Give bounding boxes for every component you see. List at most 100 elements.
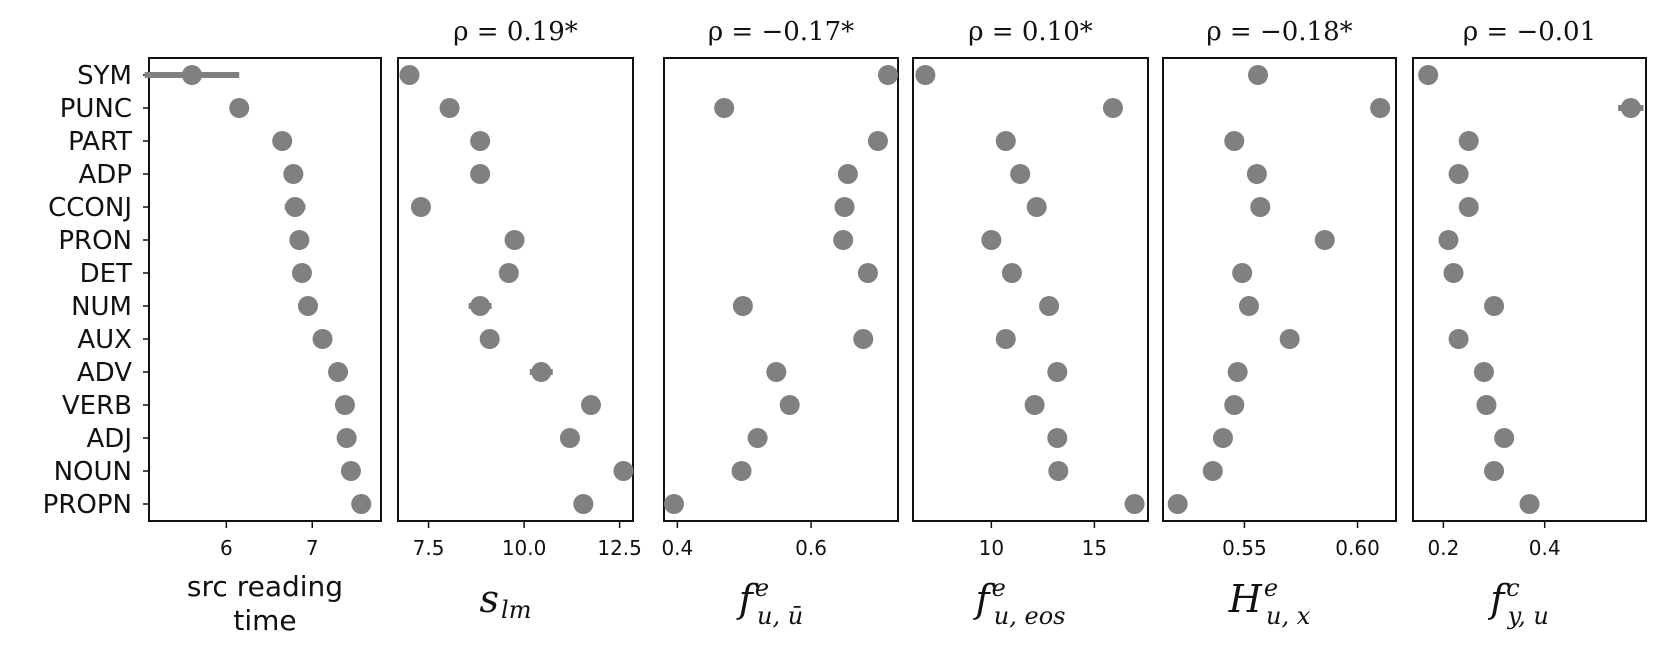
point-verb: [1024, 395, 1045, 415]
point-det: [498, 263, 519, 283]
category-label-noun: NOUN: [54, 457, 132, 487]
rho-annotation: ρ = 0.19*: [453, 17, 578, 47]
x-tick-label: 0.4: [1529, 536, 1561, 560]
category-label-aux: AUX: [77, 325, 132, 355]
point-pron: [504, 230, 525, 250]
x-tick-label: 6: [220, 536, 233, 560]
point-cconj: [285, 197, 306, 217]
point-det: [857, 263, 878, 283]
point-sym: [181, 65, 202, 85]
point-adj: [1494, 428, 1515, 448]
category-label-sym: SYM: [77, 61, 132, 91]
category-label-punc: PUNC: [60, 94, 132, 124]
category-label-part: PART: [68, 127, 132, 157]
point-cconj: [1458, 197, 1479, 217]
point-num: [1039, 296, 1060, 316]
point-propn: [351, 494, 372, 514]
point-propn: [573, 494, 594, 514]
point-noun: [613, 461, 634, 481]
point-cconj: [1250, 197, 1271, 217]
category-label-adp: ADP: [79, 160, 133, 190]
point-noun: [731, 461, 752, 481]
point-adj: [559, 428, 580, 448]
panel-frame: [663, 57, 899, 522]
point-adj: [1212, 428, 1233, 448]
point-aux: [995, 329, 1016, 349]
point-propn: [1124, 494, 1145, 514]
point-det: [1232, 263, 1253, 283]
point-adv: [1473, 362, 1494, 382]
panel-f-e-u-eos: 10 15 ρ = 0.10* fe u, eos: [912, 17, 1149, 630]
point-adj: [1047, 428, 1068, 448]
point-adp: [283, 164, 304, 184]
category-label-propn: PROPN: [43, 490, 132, 520]
point-det: [291, 263, 312, 283]
x-tick-label: 0.2: [1427, 536, 1459, 560]
x-axis-label: slm: [480, 577, 532, 624]
point-adj: [336, 428, 357, 448]
point-verb: [580, 395, 601, 415]
x-tick-label: 10.0: [502, 536, 547, 560]
point-verb: [779, 395, 800, 415]
point-propn: [664, 494, 685, 514]
point-adv: [531, 362, 552, 382]
point-verb: [1476, 395, 1497, 415]
x-axis-label: fe u, eos: [973, 574, 1066, 630]
rho-annotation: ρ = −0.17*: [708, 17, 854, 47]
point-punc: [1370, 98, 1391, 118]
point-pron: [981, 230, 1002, 250]
point-part: [867, 131, 888, 151]
x-tick-label: 0.6: [795, 536, 827, 560]
x-tick-label: 0.55: [1222, 536, 1267, 560]
point-adp: [1010, 164, 1031, 184]
rho-annotation: ρ = 0.10*: [968, 17, 1093, 47]
point-num: [1484, 296, 1505, 316]
x-tick-label: 0.60: [1335, 536, 1380, 560]
point-sym: [399, 65, 420, 85]
rho-annotation: ρ = −0.01: [1463, 17, 1596, 47]
point-adj: [747, 428, 768, 448]
point-pron: [833, 230, 854, 250]
point-sym: [877, 65, 898, 85]
point-sym: [1418, 65, 1439, 85]
point-propn: [1519, 494, 1540, 514]
point-aux: [312, 329, 333, 349]
point-num: [297, 296, 318, 316]
x-axis-label: fc y, u: [1487, 574, 1549, 630]
point-adv: [328, 362, 349, 382]
x-tick-label: 7: [306, 536, 319, 560]
category-label-num: NUM: [71, 292, 132, 322]
point-aux: [853, 329, 874, 349]
point-adp: [470, 164, 491, 184]
rho-annotation: ρ = −0.18*: [1206, 17, 1352, 47]
point-det: [1443, 263, 1464, 283]
point-noun: [340, 461, 361, 481]
point-propn: [1167, 494, 1188, 514]
point-part: [995, 131, 1016, 151]
x-tick-label: 0.4: [661, 536, 693, 560]
point-verb: [1224, 395, 1245, 415]
category-label-adj: ADJ: [87, 424, 132, 454]
point-part: [272, 131, 293, 151]
panel-frame: [1162, 57, 1397, 522]
x-axis-label: src reading time: [187, 570, 343, 637]
panel-src-reading-time: 6 7 src reading time: [144, 57, 382, 637]
x-tick-label: 12.5: [597, 536, 642, 560]
point-pron: [1438, 230, 1459, 250]
x-axis-label: fe u, ū: [736, 574, 803, 630]
point-pron: [289, 230, 310, 250]
x-axis-label: He u, x: [1228, 574, 1311, 630]
point-sym: [915, 65, 936, 85]
point-aux: [1448, 329, 1469, 349]
point-punc: [1102, 98, 1123, 118]
point-punc: [229, 98, 250, 118]
category-label-pron: PRON: [58, 226, 132, 256]
panel-frame: [397, 57, 634, 522]
point-part: [1458, 131, 1479, 151]
panel-frame: [148, 57, 382, 522]
panel-f-e-u-ubar: 0.4 0.6 ρ = −0.17* fe u, ū: [661, 17, 899, 630]
point-aux: [1279, 329, 1300, 349]
point-cconj: [1026, 197, 1047, 217]
category-label-adv: ADV: [77, 358, 132, 388]
